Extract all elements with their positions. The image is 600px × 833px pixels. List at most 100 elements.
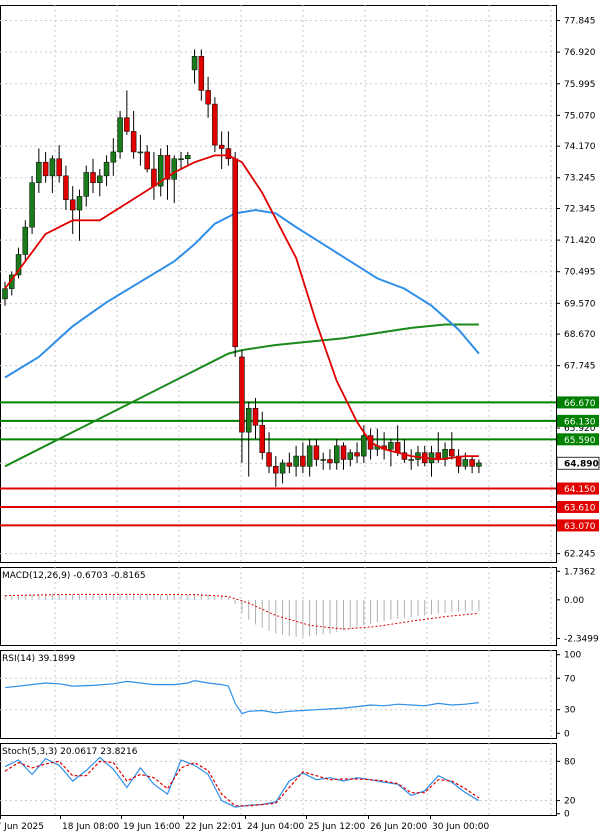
candle-body bbox=[42, 161, 49, 177]
candle-body bbox=[103, 161, 110, 177]
candle bbox=[137, 134, 144, 166]
candle bbox=[130, 110, 137, 159]
candle-body bbox=[286, 462, 293, 467]
level-tag-label: 66.670 bbox=[564, 399, 596, 409]
candle-body bbox=[76, 196, 83, 211]
y-tick-label: 67.745 bbox=[564, 362, 596, 372]
y-tick-label: 71.420 bbox=[564, 236, 596, 246]
candle bbox=[42, 151, 49, 183]
candle-body bbox=[15, 254, 22, 276]
candle-body bbox=[279, 462, 286, 474]
candle-body bbox=[259, 425, 266, 453]
x-tick-label: 22 Jun 22:01 bbox=[185, 822, 242, 832]
level-tag bbox=[557, 500, 599, 513]
candle bbox=[63, 165, 69, 211]
candle-body bbox=[333, 445, 340, 464]
panel-border bbox=[0, 5, 557, 563]
price-panel[interactable] bbox=[0, 20, 556, 555]
candle-body bbox=[110, 151, 117, 163]
panel-border bbox=[0, 567, 557, 646]
last-price-tag bbox=[556, 456, 600, 470]
candle-body bbox=[29, 182, 35, 228]
candle bbox=[300, 442, 306, 474]
candle-body bbox=[191, 56, 198, 71]
candle-body bbox=[2, 288, 8, 300]
candle bbox=[117, 110, 123, 159]
candle-body bbox=[245, 407, 252, 433]
candle-body bbox=[171, 158, 177, 180]
candle bbox=[185, 151, 191, 166]
x-tick-label: 24 Jun 04:00 bbox=[247, 822, 304, 832]
candle-body bbox=[36, 161, 42, 183]
candle bbox=[178, 151, 184, 170]
level-tag-label: 63.070 bbox=[564, 522, 596, 532]
candle-body bbox=[449, 448, 455, 457]
candle bbox=[273, 456, 279, 487]
candle bbox=[198, 49, 205, 101]
candle bbox=[171, 155, 177, 204]
macd-panel[interactable]: 1.7362 0.00 -2.3499 MACD(12,26,9) -0.6703 -… bbox=[2, 567, 599, 644]
rsi-line bbox=[4, 679, 479, 715]
ma-fast-line bbox=[4, 154, 479, 461]
candle-body bbox=[266, 452, 272, 467]
candle-body bbox=[185, 155, 191, 160]
level-tag bbox=[557, 433, 599, 446]
panel-border bbox=[0, 743, 557, 816]
candle bbox=[259, 411, 266, 460]
candle-body bbox=[198, 56, 205, 91]
level-tag-label: 66.130 bbox=[564, 417, 596, 427]
x-tick-label: 17 Jun 2025 bbox=[0, 822, 44, 832]
level-tag bbox=[557, 414, 599, 427]
x-tick-label: 18 Jun 08:00 bbox=[62, 822, 119, 832]
candle-body bbox=[293, 455, 299, 467]
candle bbox=[239, 350, 245, 463]
y-tick-label: 76.920 bbox=[564, 48, 596, 58]
candle bbox=[279, 459, 286, 484]
rsi-panel[interactable]: 100 70 30 0 RSI(14) 39.1899 bbox=[0, 651, 581, 740]
candle bbox=[164, 145, 171, 200]
y-tick-label: 73.245 bbox=[564, 174, 596, 184]
candle bbox=[29, 175, 35, 234]
x-tick-label: 26 Jun 20:00 bbox=[370, 822, 427, 832]
candle bbox=[408, 449, 414, 470]
candle-body bbox=[252, 407, 259, 426]
candle-body bbox=[69, 199, 76, 211]
candle bbox=[313, 438, 320, 467]
candle-body bbox=[164, 155, 171, 180]
y-tick-label: 74.170 bbox=[564, 142, 596, 152]
candle-body bbox=[56, 158, 62, 177]
candle bbox=[333, 438, 340, 470]
candle bbox=[306, 438, 313, 477]
y-tick-label: 30 bbox=[564, 706, 576, 716]
candle-body bbox=[394, 442, 401, 453]
candle bbox=[124, 90, 130, 135]
candle-body bbox=[225, 148, 232, 160]
y-tick-label: 75.070 bbox=[564, 111, 596, 121]
candle bbox=[245, 401, 252, 477]
level-tag-label: 64.150 bbox=[564, 485, 596, 495]
x-tick-label: 30 Jun 00:00 bbox=[432, 822, 489, 832]
candle bbox=[212, 97, 218, 152]
candle-body bbox=[327, 459, 333, 464]
candle-body bbox=[22, 226, 29, 255]
candle bbox=[449, 432, 455, 460]
y-tick-label: 0 bbox=[564, 729, 570, 739]
candle-body bbox=[408, 459, 414, 461]
candle bbox=[76, 189, 83, 241]
candle bbox=[327, 449, 333, 470]
candle bbox=[340, 442, 347, 470]
candle bbox=[347, 449, 354, 467]
level-tag bbox=[557, 482, 599, 495]
candle-body bbox=[63, 175, 69, 201]
candle-body bbox=[354, 452, 360, 457]
y-tick-label: -2.3499 bbox=[564, 634, 599, 644]
candle bbox=[2, 281, 8, 306]
candle bbox=[476, 459, 482, 474]
stoch-panel[interactable]: 80 20 0 Stoch(5,3,3) 20.0617 23.8216 bbox=[0, 747, 576, 820]
level-tag bbox=[557, 396, 599, 409]
candle bbox=[103, 155, 110, 187]
macd-title: MACD(12,26,9) -0.6703 -0.8165 bbox=[2, 571, 146, 581]
candle bbox=[97, 169, 103, 197]
panel-frames bbox=[0, 5, 557, 816]
